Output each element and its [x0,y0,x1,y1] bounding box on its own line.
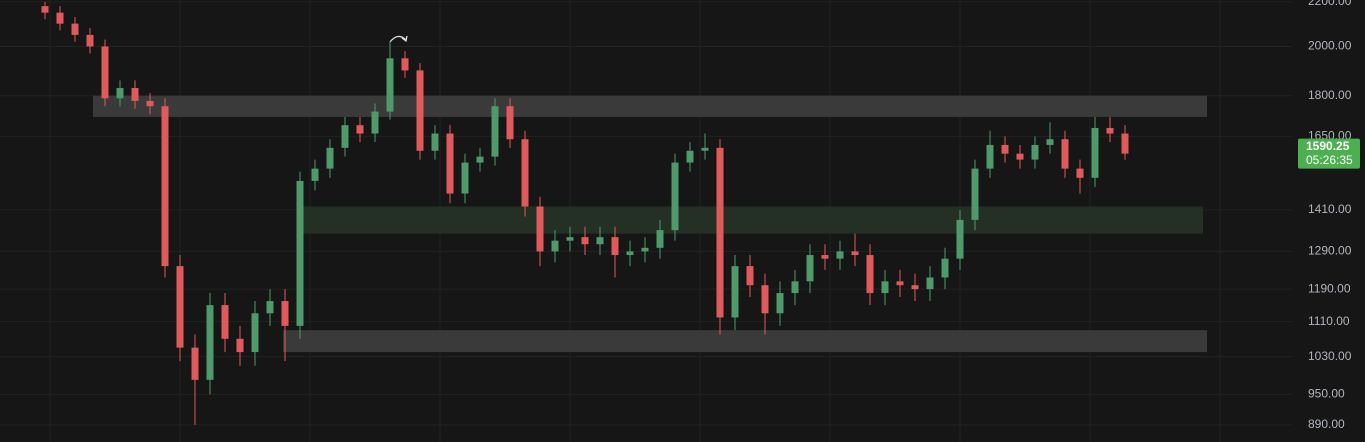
candle-body [536,206,544,252]
candle-body [776,293,784,314]
candle-body [296,180,304,326]
candle-body [491,106,499,157]
candle-body [701,147,709,151]
candle-body [731,266,739,318]
price-label-bg [1298,138,1360,169]
candle-body [866,255,874,294]
candle-body [356,125,364,134]
candle-body [686,150,694,163]
candle-body [506,106,514,140]
y-tick-label: 1030.00 [1308,349,1352,363]
candle-body [986,144,994,169]
candle-body [671,162,679,231]
candle-body [1091,127,1099,178]
y-tick-label: 950.00 [1308,387,1345,401]
candle-body [281,301,289,326]
candle-body [1031,144,1039,160]
y-tick-label: 1410.00 [1308,202,1352,216]
candle-body [881,281,889,294]
candle-body [1061,139,1069,169]
candle-body [956,219,964,259]
candle-body [71,23,79,35]
candle-body [236,338,244,353]
candle-body [581,237,589,245]
candle-body [656,230,664,248]
zone [298,206,1203,234]
candle-body [1046,139,1054,145]
candle-body [971,168,979,220]
price-label: 1590.25 [1306,139,1350,153]
zone [283,330,1207,353]
y-tick-label: 2200.00 [1308,0,1352,8]
candle-body [596,237,604,245]
candle-body [416,70,424,151]
candle-body [371,111,379,134]
candle-body [716,147,724,318]
candle-body [1076,168,1084,178]
candle-body [86,34,94,47]
candle-body [386,58,394,112]
candle-body [221,305,229,339]
y-tick-label: 1290.00 [1308,244,1352,258]
candle-body [311,168,319,181]
candle-body [41,6,49,13]
y-tick-label: 1800.00 [1308,88,1352,102]
candle-body [791,281,799,294]
candle-body [1106,127,1114,134]
candle-body [941,258,949,278]
candle-body [266,301,274,314]
candle-body [131,87,139,101]
arrow-icon [389,35,408,43]
y-tick-label: 2000.00 [1308,39,1352,53]
candle-body [401,58,409,71]
candle-body [896,281,904,286]
candle-body [566,237,574,241]
candle-body [926,277,934,290]
candle-body [206,305,214,380]
candle-body [1121,133,1129,154]
candle-body [746,266,754,286]
candle-body [551,240,559,252]
candle-body [56,12,64,24]
candle-body [431,133,439,151]
candle-body [191,347,199,380]
countdown: 05:26:35 [1306,153,1353,167]
candle-body [911,285,919,290]
candle-body [176,266,184,348]
candle-body [1001,144,1009,154]
candle-body [251,313,259,353]
candle-body [101,46,109,99]
candle-body [341,125,349,148]
candle-body [446,133,454,194]
candle-body [611,237,619,256]
candle-body [836,251,844,259]
candle-body [146,100,154,107]
candle-body [476,156,484,163]
candle-body [761,285,769,314]
candle-body [821,255,829,259]
candle-body [326,147,334,169]
candle-body [1016,153,1024,160]
candle-body [521,139,529,207]
candle-body [806,255,814,282]
candle-body [161,106,169,267]
candle-body [461,162,469,194]
y-tick-label: 890.00 [1308,417,1345,431]
y-tick-label: 1190.00 [1308,281,1351,295]
candle-body [626,251,634,256]
candle-body [641,247,649,252]
y-tick-label: 1110.00 [1308,314,1350,328]
candle-body [116,87,124,99]
candle-body [851,251,859,256]
zone [93,95,1207,117]
